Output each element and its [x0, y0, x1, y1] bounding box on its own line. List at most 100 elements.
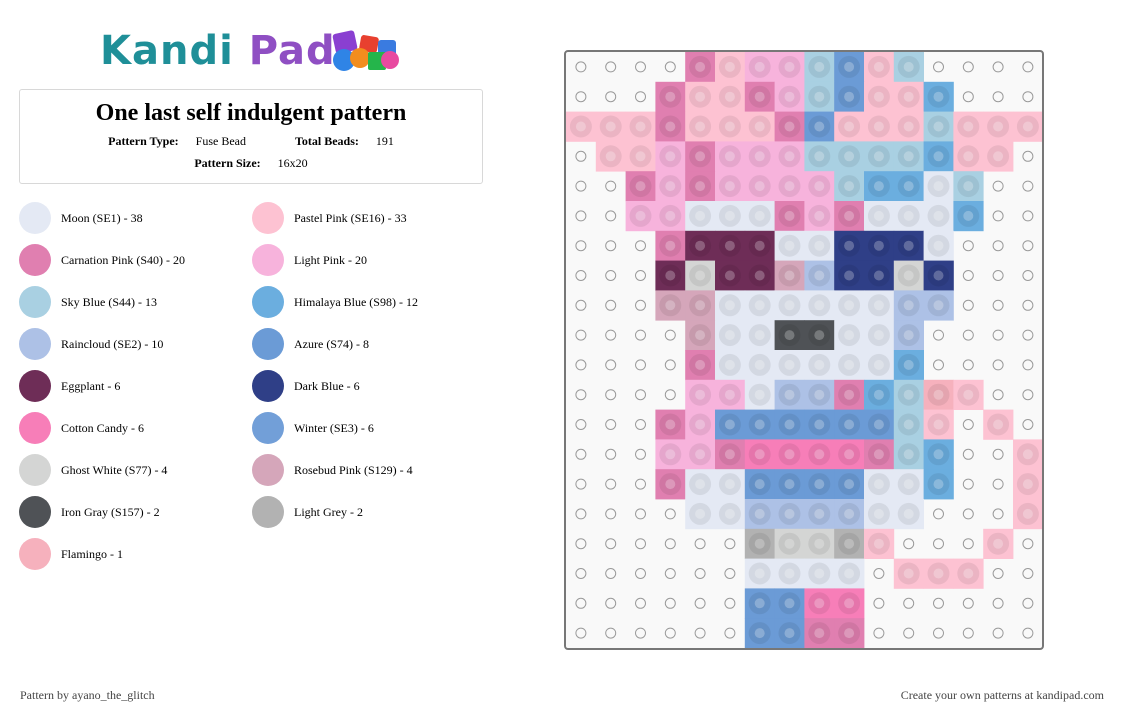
legend-swatch: [19, 496, 51, 528]
empty-peg: [1022, 180, 1034, 192]
bead: [804, 171, 835, 202]
bead: [864, 260, 895, 291]
empty-peg: [575, 568, 587, 579]
empty-peg: [933, 508, 944, 520]
empty-peg: [605, 299, 617, 311]
bead: [893, 81, 924, 112]
empty-peg: [992, 91, 1004, 103]
empty-peg: [575, 210, 587, 222]
empty-peg: [605, 180, 617, 192]
legend-label: Sky Blue (S44) - 13: [61, 294, 157, 309]
empty-peg: [962, 627, 974, 639]
empty-peg: [724, 568, 736, 579]
empty-peg: [575, 61, 587, 73]
bead: [744, 52, 775, 83]
empty-peg: [873, 627, 885, 639]
empty-peg: [605, 61, 617, 73]
empty-peg: [575, 448, 587, 460]
legend-label: Rosebud Pink (S129) - 4: [294, 462, 413, 477]
legend-item: Eggplant - 6: [19, 369, 120, 403]
bead: [834, 618, 865, 648]
empty-peg: [933, 329, 944, 341]
bead: [923, 141, 954, 172]
bead: [834, 52, 865, 83]
empty-peg: [694, 627, 706, 639]
bead: [685, 141, 716, 172]
bead: [655, 230, 686, 261]
empty-peg: [962, 478, 974, 490]
legend-item: Dark Blue - 6: [252, 369, 360, 403]
legend-label: Raincloud (SE2) - 10: [61, 336, 164, 351]
empty-peg: [635, 478, 646, 490]
kandipad-credit-link[interactable]: Create your own patterns at kandipad.com: [900, 688, 1104, 702]
bead-cubes-icon: [332, 30, 399, 71]
legend-swatch: [252, 370, 284, 402]
bead: [774, 260, 805, 291]
bead: [774, 469, 805, 500]
bead: [804, 81, 835, 112]
bead: [983, 141, 1014, 172]
bead: [595, 141, 626, 172]
bead: [864, 320, 895, 351]
bead: [864, 201, 895, 232]
empty-peg: [635, 389, 646, 401]
bead: [744, 320, 775, 351]
bead: [864, 81, 895, 112]
bead: [774, 320, 805, 351]
bead: [744, 409, 775, 440]
bead: [834, 260, 865, 291]
empty-peg: [992, 568, 1004, 579]
legend-swatch: [19, 538, 51, 570]
bead: [685, 201, 716, 232]
bead: [983, 528, 1014, 559]
bead: [774, 111, 805, 142]
kandi-pad-logo[interactable]: Kandi Pad: [100, 28, 410, 74]
empty-peg: [575, 299, 587, 311]
bead: [834, 141, 865, 172]
bead: [715, 260, 746, 291]
empty-peg: [575, 150, 587, 162]
bead: [893, 290, 924, 321]
bead: [715, 350, 746, 381]
bead: [834, 290, 865, 321]
bead: [744, 201, 775, 232]
empty-peg: [575, 538, 587, 550]
empty-peg: [575, 180, 587, 192]
bead: [566, 111, 597, 142]
bead: [655, 439, 686, 470]
bead: [923, 290, 954, 321]
bead: [744, 111, 775, 142]
bead: [655, 469, 686, 500]
empty-peg: [694, 597, 706, 609]
bead: [685, 230, 716, 261]
empty-peg: [664, 61, 676, 73]
bead: [834, 111, 865, 142]
legend-label: Himalaya Blue (S98) - 12: [294, 294, 418, 309]
empty-peg: [605, 359, 617, 371]
empty-peg: [605, 419, 617, 430]
legend-label: Flamingo - 1: [61, 546, 123, 561]
empty-peg: [1022, 568, 1034, 579]
empty-peg: [962, 538, 974, 550]
bead: [685, 111, 716, 142]
empty-peg: [724, 627, 736, 639]
bead: [804, 350, 835, 381]
legend-label: Dark Blue - 6: [294, 378, 360, 393]
empty-peg: [635, 329, 646, 341]
bead: [893, 171, 924, 202]
legend-swatch: [252, 454, 284, 486]
bead: [744, 171, 775, 202]
bead: [685, 409, 716, 440]
bead: [923, 201, 954, 232]
empty-peg: [962, 299, 974, 311]
legend-item: Ghost White (S77) - 4: [19, 453, 167, 487]
bead: [804, 141, 835, 172]
empty-peg: [992, 240, 1004, 252]
bead: [744, 558, 775, 589]
bead: [804, 558, 835, 589]
legend-item: Raincloud (SE2) - 10: [19, 327, 163, 361]
bead: [923, 409, 954, 440]
legend-item: Winter (SE3) - 6: [252, 411, 374, 445]
empty-peg: [664, 508, 676, 520]
empty-peg: [575, 419, 587, 430]
